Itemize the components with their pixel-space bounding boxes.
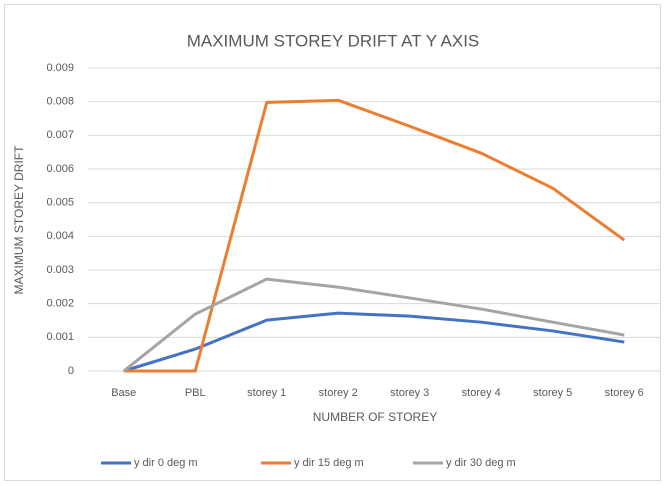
series-line (122, 277, 625, 373)
x-tick-label: storey 4 (462, 387, 501, 399)
y-tick-label: 0 (68, 365, 74, 377)
y-tick-label: 0.009 (46, 62, 74, 74)
y-tick-label: 0.003 (46, 264, 74, 276)
x-tick-label: PBL (185, 387, 206, 399)
series-line (123, 98, 626, 373)
y-tick-label: 0.006 (46, 163, 74, 175)
x-tick-label: storey 5 (533, 387, 572, 399)
y-axis-title: MAXIMUM STOREY DRIFT (12, 145, 26, 295)
x-tick-label: storey 3 (390, 387, 429, 399)
chart-frame (4, 4, 661, 481)
series-line (123, 311, 625, 373)
y-tick-label: 0.008 (46, 96, 74, 108)
legend-label: y dir 15 deg m (294, 457, 364, 469)
x-tick-label: storey 6 (605, 387, 644, 399)
legend-label: y dir 30 deg m (446, 457, 516, 469)
y-tick-label: 0.001 (46, 331, 74, 343)
y-tick-label: 0.002 (46, 298, 74, 310)
y-tick-label: 0.005 (46, 197, 74, 209)
chart-title: MAXIMUM STOREY DRIFT AT Y AXIS (187, 31, 480, 50)
x-tick-label: storey 2 (319, 387, 358, 399)
x-axis-title: NUMBER OF STOREY (313, 410, 437, 424)
y-tick-label: 0.007 (46, 129, 74, 141)
x-tick-label: storey 1 (247, 387, 286, 399)
legend-label: y dir 0 deg m (134, 457, 198, 469)
y-tick-label: 0.004 (46, 230, 74, 242)
x-tick-label: Base (111, 387, 136, 399)
